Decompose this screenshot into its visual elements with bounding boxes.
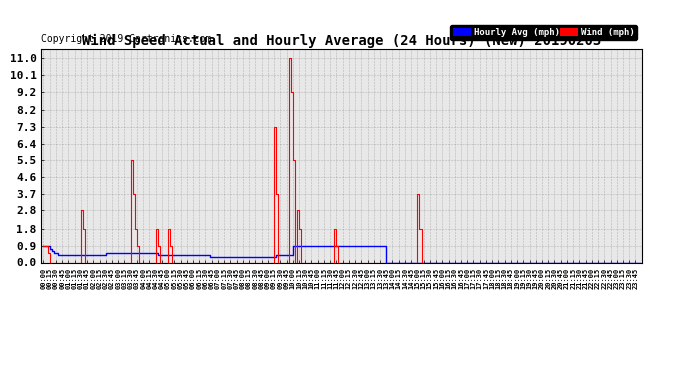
Text: Copyright 2019 Cartronics.com: Copyright 2019 Cartronics.com <box>41 34 212 45</box>
Title: Wind Speed Actual and Hourly Average (24 Hours) (New) 20190203: Wind Speed Actual and Hourly Average (24… <box>82 33 601 48</box>
Legend: Hourly Avg (mph), Wind (mph): Hourly Avg (mph), Wind (mph) <box>451 26 637 40</box>
